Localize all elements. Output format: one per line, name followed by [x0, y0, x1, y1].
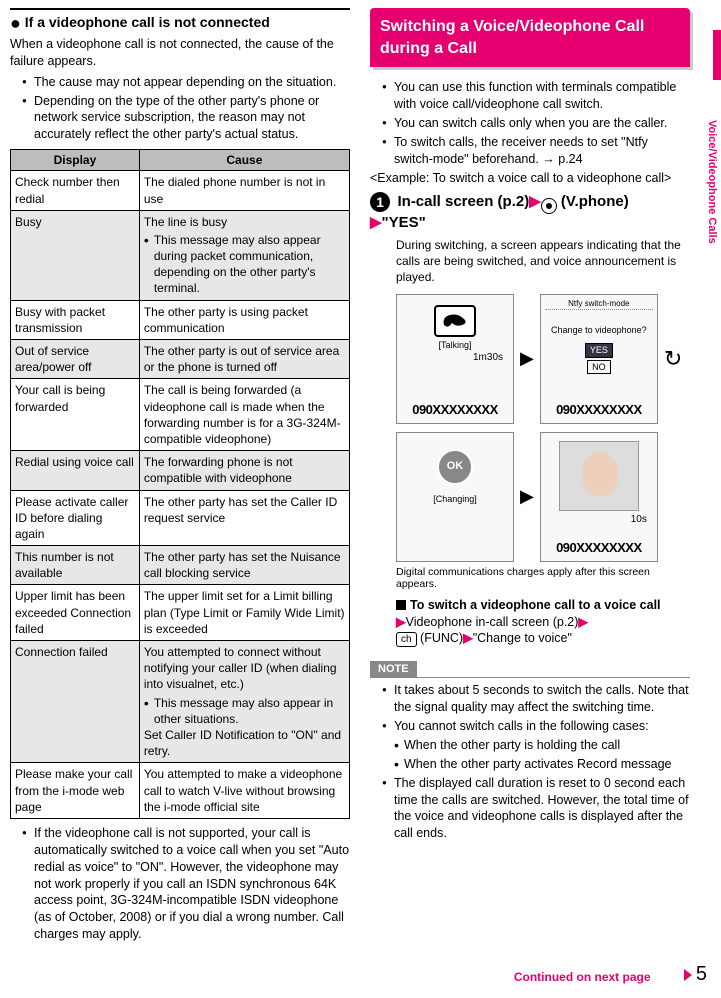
right-column: Switching a Voice/Videophone Call during…	[360, 8, 700, 945]
right-bullet-list: You can use this function with terminals…	[370, 79, 690, 167]
note-sub-2: When the other party activates Record me…	[394, 756, 690, 773]
arrow-icon: ▶	[396, 615, 406, 629]
right-bullet-2: You can switch calls only when you are t…	[382, 115, 690, 132]
table-row: Redial using voice callThe forwarding ph…	[11, 451, 350, 490]
arrow-right-icon: ▶	[520, 484, 534, 508]
handset-icon	[434, 305, 476, 337]
screens-row-1: [Talking] 1m30s 090XXXXXXXX ▶ Ntfy switc…	[396, 294, 690, 424]
note-1: It takes about 5 seconds to switch the c…	[382, 682, 690, 716]
left-column: ● If a videophone call is not connected …	[0, 8, 360, 945]
continued-label: Continued on next page	[514, 970, 651, 984]
note-label: NOTE	[370, 661, 417, 678]
arrow-right-icon: ▶	[520, 346, 534, 370]
note-sub-1: When the other party is holding the call	[394, 737, 690, 754]
table-row: Connection failedYou attempted to connec…	[11, 641, 350, 763]
left-bullet-2: Depending on the type of the other party…	[22, 93, 350, 144]
func-key-icon: ch	[396, 632, 417, 647]
table-header-row: Display Cause	[11, 150, 350, 171]
cause-table: Display Cause Check number then redialTh…	[10, 149, 350, 819]
table-row: Your call is being forwardedThe call is …	[11, 379, 350, 451]
arrow-icon: ▶	[578, 615, 588, 629]
table-row: BusyThe line is busyThis message may als…	[11, 210, 350, 300]
square-icon	[396, 600, 406, 610]
page-columns: ● If a videophone call is not connected …	[0, 0, 721, 945]
note-2: You cannot switch calls in the following…	[382, 718, 690, 773]
refresh-icon: ↻	[664, 344, 682, 374]
left-section-header: ● If a videophone call is not connected	[10, 8, 350, 32]
step-1: 1 In-call screen (p.2)▶ (V.phone) ▶"YES"…	[370, 192, 690, 285]
side-tab-label: Voice/Videophone Calls	[702, 80, 721, 284]
example-text: <Example: To switch a voice call to a vi…	[370, 170, 690, 187]
step-title: In-call screen (p.2)▶ (V.phone) ▶"YES"	[370, 193, 629, 230]
page-arrow-icon	[684, 969, 692, 981]
step-number-icon: 1	[370, 192, 390, 212]
pink-section-header: Switching a Voice/Videophone Call during…	[370, 8, 690, 67]
page-footer: Continued on next page 5	[514, 961, 707, 988]
step-body: During switching, a screen appears indic…	[396, 237, 690, 286]
switch-mode-screen: Ntfy switch-mode Change to videophone? Y…	[540, 294, 658, 424]
sub-procedure: To switch a videophone call to a voice c…	[396, 597, 690, 648]
side-pink-bar	[713, 30, 721, 80]
table-row: Busy with packet transmissionThe other p…	[11, 300, 350, 339]
table-row: Please activate caller ID before dialing…	[11, 490, 350, 546]
videophone-screen: 10s 090XXXXXXXX	[540, 432, 658, 562]
note-body: It takes about 5 seconds to switch the c…	[370, 677, 690, 842]
center-button-icon	[541, 198, 557, 214]
after-table-bullet: If the videophone call is not supported,…	[22, 825, 350, 943]
left-header-text: If a videophone call is not connected	[25, 14, 270, 30]
note-3: The displayed call duration is reset to …	[382, 775, 690, 843]
after-table-list: If the videophone call is not supported,…	[10, 825, 350, 943]
talking-screen: [Talking] 1m30s 090XXXXXXXX	[396, 294, 514, 424]
ok-icon: OK	[437, 449, 473, 485]
screens-row-2: OK [Changing] ▶ 10s 090XXXXXXXX	[396, 432, 690, 562]
bullet-icon: ●	[10, 13, 21, 33]
table-row: This number is not availableThe other pa…	[11, 546, 350, 585]
left-bullet-1: The cause may not appear depending on th…	[22, 74, 350, 91]
th-cause: Cause	[139, 150, 349, 171]
table-row: Out of service area/power offThe other p…	[11, 340, 350, 379]
left-intro: When a videophone call is not connected,…	[10, 36, 350, 70]
right-bullet-3: To switch calls, the receiver needs to s…	[382, 134, 690, 168]
arrow-icon: ▶	[529, 193, 541, 210]
right-bullet-1: You can use this function with terminals…	[382, 79, 690, 113]
th-display: Display	[11, 150, 140, 171]
page-number: 5	[684, 961, 707, 988]
table-row: Please make your call from the i-mode we…	[11, 763, 350, 819]
changing-screen: OK [Changing]	[396, 432, 514, 562]
table-row: Upper limit has been exceeded Connection…	[11, 585, 350, 641]
face-placeholder	[559, 441, 639, 511]
arrow-icon: ▶	[463, 631, 473, 645]
screens-caption: Digital communications charges apply aft…	[396, 566, 690, 591]
arrow-icon: ▶	[370, 214, 382, 231]
table-row: Check number then redialThe dialed phone…	[11, 171, 350, 210]
left-bullet-list: The cause may not appear depending on th…	[10, 74, 350, 144]
